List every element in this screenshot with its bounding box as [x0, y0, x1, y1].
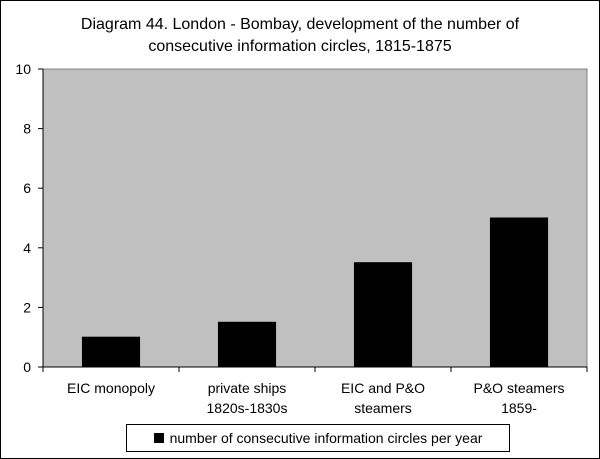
x-tick-label: steamers: [354, 400, 412, 416]
chart-title: Diagram 44. London - Bombay, development…: [0, 14, 600, 58]
y-tick-label: 2: [23, 299, 31, 315]
x-tick-label: 1820s-1830s: [207, 400, 288, 416]
y-tick-label: 6: [23, 180, 31, 196]
chart-title-line-1: Diagram 44. London - Bombay, development…: [80, 16, 520, 33]
bar: [81, 336, 141, 368]
bar: [217, 321, 277, 368]
x-tick-label: EIC monopoly: [67, 380, 155, 396]
y-tick-label: 10: [15, 61, 31, 77]
bar: [489, 217, 549, 368]
y-tick-label: 8: [23, 121, 31, 137]
chart-title-line-2: consecutive information circles, 1815-18…: [148, 38, 452, 55]
legend: number of consecutive information circle…: [126, 424, 510, 452]
y-tick-label: 4: [23, 240, 31, 256]
bar: [353, 262, 413, 368]
x-tick-label: 1859-: [501, 400, 537, 416]
legend-label: number of consecutive information circle…: [169, 430, 483, 446]
legend-swatch: [153, 433, 164, 443]
x-tick-label: EIC and P&O: [341, 380, 425, 396]
x-tick-label: P&O steamers: [473, 380, 564, 396]
y-tick-label: 0: [23, 359, 31, 375]
x-tick-label: private ships: [208, 380, 287, 396]
